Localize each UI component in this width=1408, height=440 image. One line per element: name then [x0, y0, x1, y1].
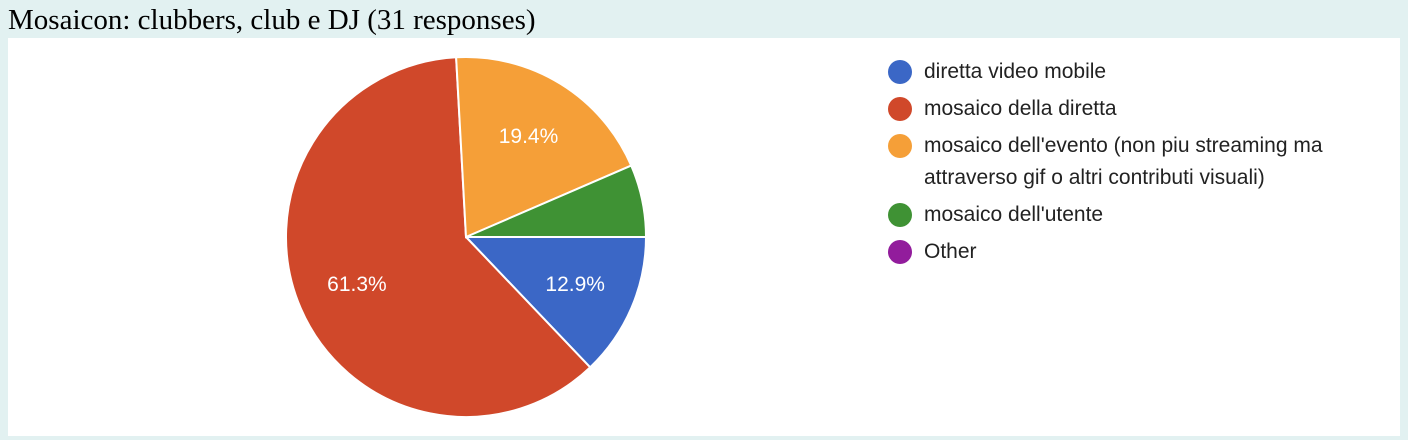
legend-swatch-icon: [888, 203, 912, 227]
legend-item-3: mosaico dell'utente: [888, 199, 1328, 231]
pie-chart: 12.9% 61.3% 19.4%: [285, 56, 648, 418]
legend-label: Other: [924, 240, 977, 263]
legend-swatch-icon: [888, 60, 912, 84]
pie-slice-2: [455, 56, 633, 239]
chart-panel: 12.9% 61.3% 19.4% diretta video mobile mosa…: [8, 38, 1400, 436]
legend-item-4: Other: [888, 236, 1328, 268]
legend: diretta video mobile mosaico della dirett…: [888, 56, 1328, 273]
legend-label: mosaico dell'utente: [924, 203, 1104, 226]
legend-item-1: mosaico della diretta: [888, 93, 1328, 125]
pie-slice-3: [465, 164, 648, 238]
legend-swatch-icon: [888, 240, 912, 264]
legend-label: mosaico della diretta: [924, 97, 1117, 120]
legend-item-0: diretta video mobile: [888, 56, 1328, 88]
slice-percent-label-2: 19.4%: [499, 125, 559, 148]
legend-swatch-icon: [888, 134, 912, 158]
slice-percent-label-1: 61.3%: [327, 273, 387, 296]
slice-percent-label-0: 12.9%: [545, 273, 605, 296]
legend-label: mosaico dell'evento (non piu streaming m…: [924, 134, 1323, 189]
pie-slice-1: [285, 56, 592, 418]
legend-swatch-icon: [888, 97, 912, 121]
legend-item-2: mosaico dell'evento (non piu streaming m…: [888, 130, 1328, 194]
chart-title: Mosaicon: clubbers, club e DJ (31 respon…: [8, 4, 536, 36]
legend-label: diretta video mobile: [924, 60, 1107, 83]
pie-slice-0: [463, 236, 648, 369]
